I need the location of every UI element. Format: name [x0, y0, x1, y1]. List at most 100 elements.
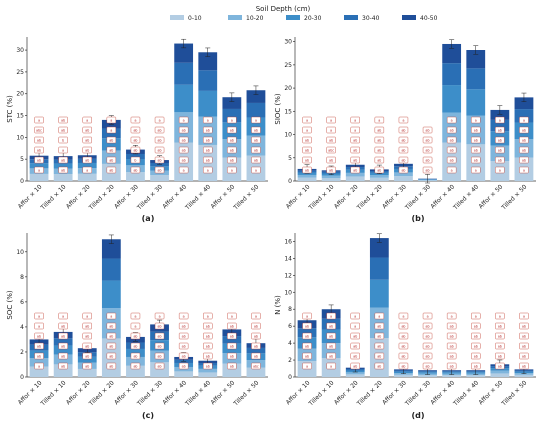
legend: Soil Depth (cm) 0-10 10-20 20-30 30-40 40-50: [170, 5, 438, 22]
x-tick-label: Tilled × 10: [39, 183, 68, 212]
significance-letter: a: [523, 118, 525, 122]
significance-letter: ab: [133, 334, 137, 338]
significance-letter: ab: [158, 324, 162, 328]
significance-letter: a: [183, 168, 185, 172]
significance-letter-box: [398, 116, 409, 124]
significance-letter-box: [227, 342, 237, 350]
significance-letter-box: [227, 332, 237, 340]
significance-letter: a: [523, 168, 525, 172]
significance-letter: ab: [85, 344, 89, 348]
significance-letter-box: [519, 362, 529, 370]
significance-letter: ab: [133, 354, 137, 358]
significance-letter: ab: [377, 364, 381, 368]
bar-stack: a ab ab ab ab a: [466, 45, 486, 181]
significance-letter-box: [326, 136, 336, 144]
significance-letter: ab: [85, 138, 89, 142]
significance-letter-box: [227, 156, 237, 164]
significance-letter-box: [446, 156, 457, 164]
significance-letter: ab: [182, 128, 186, 132]
significance-letter-box: [251, 126, 261, 134]
significance-letter-box: [130, 156, 141, 164]
significance-letter-box: [251, 136, 261, 144]
y-tick-label: 8: [288, 306, 292, 313]
significance-letter: ab: [450, 148, 454, 152]
bar-stack: ab b ab ab ab a: [126, 116, 145, 181]
bar-segment: [442, 375, 462, 377]
y-tick-label: 0: [20, 178, 24, 185]
significance-letter-box: [178, 126, 189, 134]
bar-stack: ab ab ab ab ab a: [222, 312, 242, 377]
x-tick-label: Tilled × 20: [355, 183, 384, 212]
significance-letter-box: [58, 166, 68, 174]
significance-letter: ab: [37, 344, 41, 348]
significance-letter-box: [82, 146, 92, 154]
significance-letter: ab: [426, 168, 430, 172]
x-tick-label: Tilled × 50: [232, 379, 261, 408]
bar-segment: [198, 368, 218, 373]
significance-letter: ab: [206, 364, 210, 368]
significance-letter-box: [106, 362, 117, 370]
significance-letter-box: [130, 116, 141, 124]
significance-letter: a: [183, 118, 185, 122]
significance-letter: ab: [230, 354, 234, 358]
bar-segment: [514, 97, 534, 110]
y-tick-label: 20: [284, 85, 292, 92]
significance-letter: ab: [230, 148, 234, 152]
significance-letter: b: [134, 158, 136, 162]
bar-segment: [514, 373, 534, 375]
significance-letter-box: [519, 352, 529, 360]
significance-letter-box: [178, 332, 189, 340]
x-tick-label: Tilled × 50: [500, 379, 529, 408]
significance-letter: a: [38, 364, 40, 368]
significance-letter-box: [350, 146, 360, 154]
significance-letter: ab: [498, 138, 502, 142]
significance-letter-box: [82, 352, 92, 360]
significance-letter-box: [154, 322, 165, 330]
significance-letter: ab: [474, 148, 478, 152]
legend-label-40-50: 40-50: [420, 15, 438, 22]
significance-letter: ab: [353, 148, 357, 152]
bar-stack: a ab ab ab ab a: [222, 92, 242, 181]
y-tick-label: 15: [284, 108, 292, 115]
significance-letter: ab: [61, 158, 65, 162]
significance-letter: ab: [401, 324, 405, 328]
y-tick-label: 10: [284, 289, 292, 296]
significance-letter: ab: [85, 354, 89, 358]
bar-segment: [490, 109, 510, 120]
significance-letter-box: [422, 166, 433, 174]
significance-letter-box: [446, 126, 457, 134]
bar-segment: [222, 97, 242, 109]
x-tick-label: Tilled × 20: [355, 379, 384, 408]
significance-letter-box: [519, 322, 529, 330]
significance-letter-box: [34, 352, 44, 360]
x-tick-label: Tilled × 20: [87, 183, 116, 212]
significance-letter-box: [471, 166, 481, 174]
significance-letter-box: [227, 116, 237, 124]
significance-letter-box: [446, 146, 457, 154]
significance-letter-box: [251, 332, 261, 340]
y-tick-label: 2: [20, 349, 24, 356]
significance-letter: ab: [426, 128, 430, 132]
bar-segment: [77, 162, 97, 169]
significance-letter-box: [82, 332, 92, 340]
significance-letter: a: [330, 364, 332, 368]
significance-letter: ab: [254, 334, 258, 338]
significance-letter-box: [58, 136, 68, 144]
significance-letter: ab: [158, 148, 162, 152]
bar-segment: [297, 177, 317, 181]
significance-letter-box: [398, 342, 409, 350]
x-tick-label: Tilled × 50: [232, 183, 261, 212]
significance-letter: ab: [254, 138, 258, 142]
significance-letter: ab: [498, 148, 502, 152]
y-tick-label: 5: [20, 156, 24, 163]
significance-letter: a: [306, 364, 308, 368]
significance-letter-box: [227, 362, 237, 370]
significance-letter-box: [154, 126, 165, 134]
bar-segment: [490, 368, 510, 371]
significance-letter-box: [398, 312, 409, 320]
significance-letter-box: [350, 352, 360, 360]
significance-letter: ab: [305, 344, 309, 348]
significance-letter: a: [402, 314, 404, 318]
bar-stack: a ab ab ab ab a: [442, 39, 462, 181]
bar-segment: [198, 70, 218, 91]
